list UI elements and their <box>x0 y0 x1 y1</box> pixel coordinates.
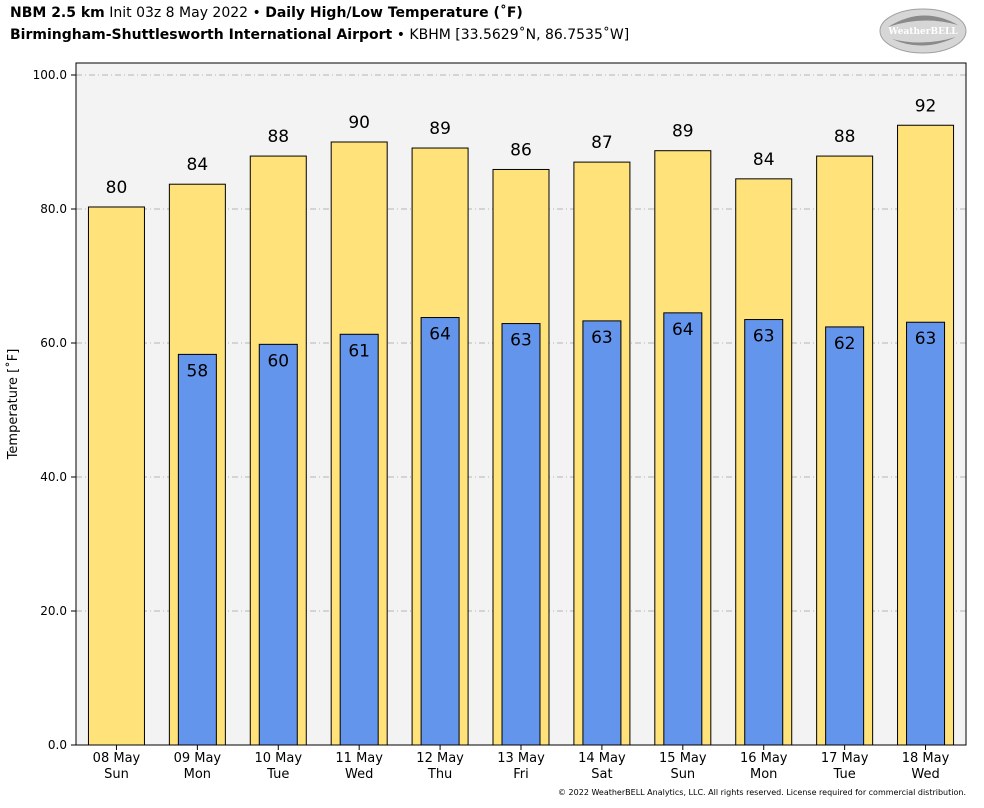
x-tick-date: 12 May <box>416 751 464 766</box>
low-temp-bar <box>744 319 784 746</box>
low-temp-label: 60 <box>267 351 289 371</box>
y-axis-label: Temperature [˚F] <box>5 349 21 461</box>
x-tick-day: Tue <box>266 767 289 782</box>
y-tick-label: 60.0 <box>40 336 67 350</box>
x-tick-day: Mon <box>750 767 777 782</box>
x-tick-date: 18 May <box>902 751 950 766</box>
chart-header-line1: NBM 2.5 km Init 03z 8 May 2022 • Daily H… <box>10 5 523 21</box>
copyright-text: © 2022 WeatherBELL Analytics, LLC. All r… <box>558 788 966 797</box>
x-tick-day: Sun <box>670 767 695 782</box>
high-temp-label: 88 <box>834 127 856 147</box>
init-time: Init 03z 8 May 2022 <box>109 5 249 21</box>
low-temp-bar <box>258 343 298 746</box>
low-temp-label: 58 <box>187 361 209 381</box>
x-tick-day: Mon <box>184 767 211 782</box>
header-bullet: • <box>396 27 405 43</box>
y-tick-label: 40.0 <box>40 470 67 484</box>
high-temp-label: 92 <box>915 96 937 116</box>
low-temp-label: 63 <box>753 327 775 347</box>
y-tick-label: 100.0 <box>33 68 67 82</box>
y-tick-label: 80.0 <box>40 202 67 216</box>
x-tick-day: Wed <box>911 767 939 782</box>
low-temp-label: 63 <box>915 329 937 349</box>
low-temp-label: 62 <box>834 334 856 354</box>
y-tick-label: 20.0 <box>40 604 67 618</box>
x-tick-day: Sun <box>104 767 129 782</box>
low-temp-bar <box>582 320 622 746</box>
high-temp-label: 86 <box>510 140 532 160</box>
low-temp-label: 63 <box>591 328 613 348</box>
high-temp-label: 90 <box>348 113 370 133</box>
high-temp-label: 89 <box>672 122 694 142</box>
x-tick-day: Thu <box>427 767 452 782</box>
high-temp-label: 84 <box>187 155 209 175</box>
low-temp-label: 64 <box>672 320 694 340</box>
x-tick-date: 16 May <box>740 751 788 766</box>
high-temp-label: 80 <box>106 178 128 198</box>
low-temp-bar <box>420 317 460 746</box>
high-temp-label: 89 <box>429 119 451 139</box>
x-tick-date: 08 May <box>93 751 141 766</box>
x-tick-day: Wed <box>345 767 373 782</box>
low-temp-bar <box>825 326 865 746</box>
weatherbell-logo: WeatherBELL <box>879 8 967 54</box>
x-tick-date: 13 May <box>497 751 545 766</box>
y-tick-label: 0.0 <box>48 738 67 752</box>
low-temp-bar <box>177 353 217 746</box>
x-tick-date: 11 May <box>335 751 383 766</box>
svg-text:WeatherBELL: WeatherBELL <box>887 27 958 37</box>
x-tick-date: 15 May <box>659 751 707 766</box>
location-name: Birmingham-Shuttlesworth International A… <box>10 27 393 43</box>
low-temp-label: 63 <box>510 331 532 351</box>
low-temp-bar <box>339 333 379 746</box>
model-name: NBM 2.5 km <box>10 5 105 21</box>
x-tick-date: 09 May <box>174 751 222 766</box>
low-temp-bar <box>501 323 541 746</box>
x-tick-date: 17 May <box>821 751 869 766</box>
high-temp-label: 87 <box>591 133 613 153</box>
high-temp-label: 84 <box>753 150 775 170</box>
product-title: Daily High/Low Temperature (˚F) <box>265 5 523 21</box>
chart-header-line2: Birmingham-Shuttlesworth International A… <box>10 27 629 43</box>
x-tick-date: 10 May <box>254 751 302 766</box>
header-bullet: • <box>252 5 261 21</box>
low-temp-bar <box>663 312 703 746</box>
x-tick-day: Fri <box>513 767 529 782</box>
high-temp-label: 88 <box>267 127 289 147</box>
x-tick-date: 14 May <box>578 751 626 766</box>
low-temp-label: 61 <box>348 341 370 361</box>
high-temp-bar <box>87 206 145 746</box>
x-tick-day: Sat <box>591 767 612 782</box>
station-info: KBHM [33.5629˚N, 86.7535˚W] <box>409 27 630 43</box>
low-temp-label: 64 <box>429 325 451 345</box>
x-tick-day: Tue <box>833 767 856 782</box>
low-temp-bar <box>906 321 946 746</box>
